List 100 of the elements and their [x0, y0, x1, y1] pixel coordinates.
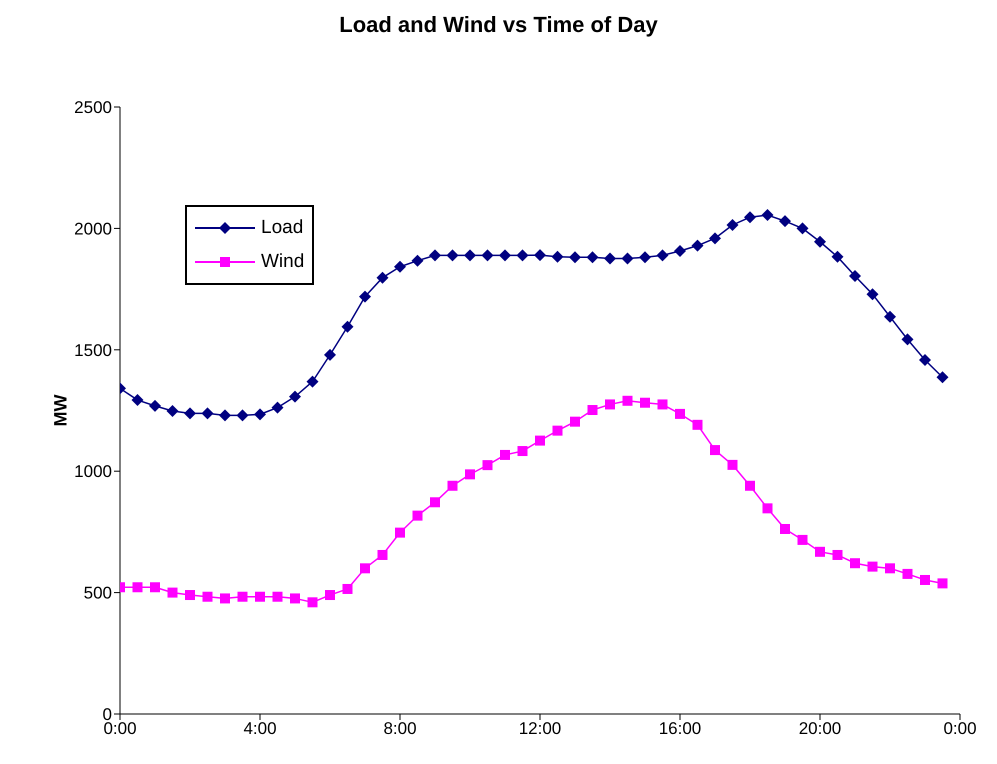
point — [166, 404, 178, 417]
point — [938, 578, 948, 588]
point — [920, 574, 930, 585]
point — [656, 249, 668, 262]
point — [168, 588, 178, 598]
point — [866, 288, 878, 300]
point — [586, 251, 598, 264]
point — [184, 407, 196, 420]
y-axis-title: MW — [50, 394, 70, 426]
point — [448, 480, 458, 491]
point — [658, 399, 668, 410]
point — [272, 402, 284, 414]
point — [588, 405, 598, 416]
point — [132, 394, 144, 406]
point — [692, 420, 702, 430]
point — [832, 250, 844, 263]
point — [604, 252, 616, 265]
point — [815, 546, 825, 557]
point — [850, 558, 860, 568]
point — [902, 568, 912, 579]
point — [499, 249, 511, 262]
point — [744, 211, 756, 224]
y-tick-label: 2500 — [74, 98, 112, 118]
point — [482, 460, 492, 470]
point — [570, 416, 580, 427]
y-tick-label: 1000 — [74, 462, 112, 482]
point — [902, 333, 914, 346]
y-tick-label: 2000 — [74, 219, 112, 238]
point — [342, 584, 352, 594]
point — [412, 254, 424, 267]
point — [622, 252, 634, 265]
point — [745, 480, 755, 491]
point — [868, 562, 878, 572]
point — [220, 593, 230, 604]
point — [832, 550, 842, 560]
point — [639, 251, 651, 264]
point — [605, 399, 615, 410]
point — [936, 371, 948, 384]
point — [360, 563, 370, 574]
point — [238, 592, 248, 602]
x-tick-label: 4:00 — [243, 719, 277, 738]
point — [325, 590, 335, 600]
point — [726, 219, 738, 231]
point — [394, 260, 406, 273]
point — [306, 376, 318, 388]
x-tick-label: 20:00 — [798, 719, 842, 738]
point — [798, 534, 808, 545]
point — [728, 460, 738, 470]
point — [762, 209, 774, 222]
point — [849, 270, 861, 282]
point — [150, 582, 160, 592]
point — [919, 354, 931, 366]
point — [324, 348, 336, 361]
point — [885, 563, 895, 574]
point — [202, 592, 212, 602]
point — [254, 408, 266, 420]
point — [675, 408, 685, 419]
point — [796, 222, 808, 234]
point — [534, 249, 546, 262]
point — [780, 524, 790, 534]
point — [552, 250, 564, 263]
point — [516, 249, 528, 262]
legend-label: Load — [261, 217, 304, 239]
point — [376, 272, 388, 284]
point — [236, 409, 248, 422]
point — [429, 249, 441, 262]
point — [569, 251, 581, 264]
point — [185, 590, 195, 600]
point — [446, 249, 458, 262]
point — [465, 469, 475, 480]
point — [342, 320, 354, 333]
x-tick-label: 0:00 — [943, 719, 977, 738]
y-tick-label: 500 — [84, 584, 112, 603]
point — [272, 592, 282, 602]
x-tick-label: 16:00 — [658, 719, 702, 738]
legend-label: Wind — [261, 251, 304, 273]
point — [814, 236, 826, 248]
point — [219, 409, 231, 422]
point — [500, 450, 510, 460]
point — [535, 436, 545, 446]
point — [552, 426, 562, 436]
point — [308, 597, 318, 608]
point — [395, 528, 405, 538]
point — [709, 232, 721, 244]
point — [378, 550, 388, 560]
point — [762, 503, 772, 514]
point — [779, 215, 791, 228]
point — [289, 390, 301, 403]
point — [359, 290, 371, 303]
point — [640, 398, 650, 408]
point — [464, 249, 476, 262]
x-tick-label: 12:00 — [518, 719, 562, 738]
point — [884, 310, 896, 323]
point — [132, 582, 142, 592]
point — [482, 249, 494, 262]
point — [412, 510, 422, 521]
point — [202, 407, 214, 420]
point — [674, 244, 686, 257]
point — [710, 445, 720, 456]
point — [622, 396, 632, 406]
